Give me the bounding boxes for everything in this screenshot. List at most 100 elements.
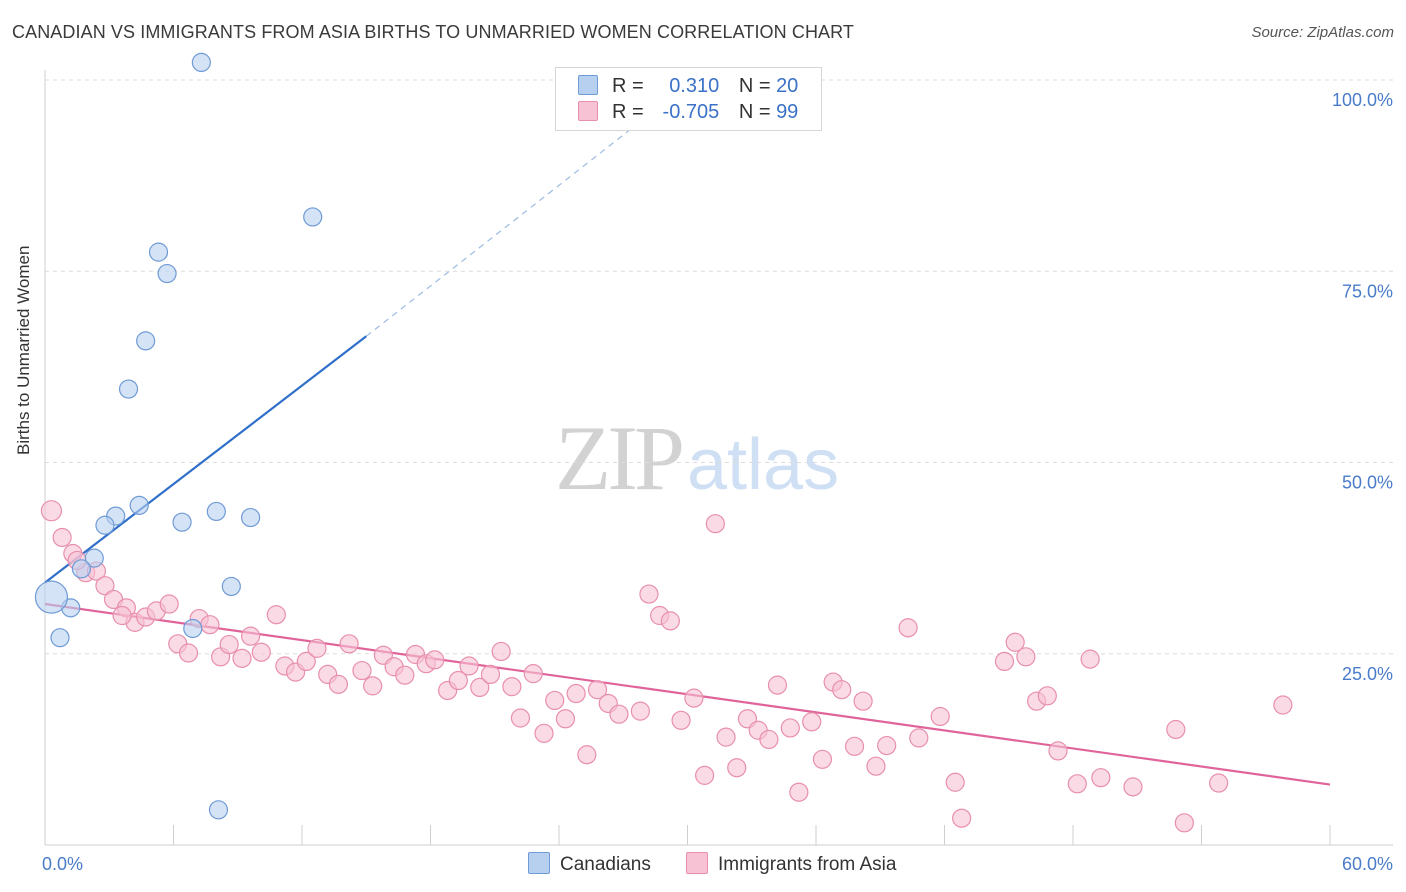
- swatch-pink: [578, 101, 598, 121]
- immigrants-point: [178, 643, 199, 663]
- tick-labels: 100.0% 75.0% 50.0% 25.0% 0.0% 60.0%: [42, 90, 1393, 874]
- canadians-point: [303, 207, 323, 227]
- canadians-point: [34, 580, 69, 614]
- legend-item-canadians[interactable]: Canadians: [528, 852, 651, 876]
- immigrants-point: [1209, 773, 1229, 793]
- immigrants-point: [909, 728, 929, 748]
- canadians-trendline-solid: [44, 335, 367, 584]
- legend-swatch-blue: [528, 852, 550, 874]
- immigrants-point: [853, 691, 873, 711]
- y-tick-label: 100.0%: [1332, 90, 1393, 110]
- immigrants-point: [639, 584, 659, 604]
- immigrants-point: [866, 756, 886, 776]
- immigrants-point: [470, 677, 490, 698]
- n-value: 99: [776, 101, 799, 123]
- canadians-trendline-dashed: [365, 117, 646, 337]
- y-tick-label: 25.0%: [1342, 664, 1393, 684]
- immigrants-point: [232, 648, 252, 668]
- immigrants-point: [241, 626, 261, 646]
- stats-row-canadians: R = 0.310 N = 20: [578, 75, 798, 101]
- immigrants-point: [251, 642, 271, 662]
- x-tick-label: 60.0%: [1342, 854, 1393, 874]
- immigrants-point: [307, 638, 327, 658]
- grid-lines: [45, 79, 1393, 655]
- source-label: Source: ZipAtlas.com: [1251, 24, 1394, 41]
- immigrants-point: [296, 651, 316, 672]
- y-tick-label: 75.0%: [1342, 281, 1393, 301]
- n-value: 20: [776, 75, 799, 97]
- immigrants-point: [759, 729, 779, 750]
- legend-swatch-pink: [686, 852, 708, 874]
- axes: [44, 70, 1393, 846]
- immigrants-point: [1048, 741, 1068, 761]
- immigrants-point: [832, 680, 852, 700]
- immigrants-point: [727, 758, 747, 778]
- immigrants-point: [952, 808, 972, 828]
- immigrants-point: [534, 723, 554, 743]
- immigrants-point: [1080, 649, 1100, 669]
- immigrants-point: [812, 749, 833, 769]
- immigrants-point: [844, 736, 865, 756]
- immigrants-point: [587, 680, 608, 700]
- immigrants-point: [898, 618, 918, 638]
- r-value: -0.705: [662, 101, 720, 123]
- immigrants-point: [159, 594, 179, 614]
- immigrants-point: [328, 674, 349, 694]
- canadians-trendline: [44, 117, 646, 584]
- series-legend: Canadians Immigrants from Asia: [0, 852, 1406, 878]
- n-label: N =: [738, 101, 771, 123]
- chart-title: CANADIAN VS IMMIGRANTS FROM ASIA BIRTHS …: [12, 22, 855, 42]
- legend-label: Immigrants from Asia: [718, 854, 897, 875]
- immigrants-point: [767, 675, 788, 695]
- canadians-point: [50, 628, 70, 648]
- immigrants-point: [219, 634, 239, 655]
- n-label: N =: [738, 75, 771, 97]
- immigrants-point: [930, 706, 950, 727]
- immigrants-point: [716, 727, 736, 747]
- stats-row-immigrants: R = -0.705 N = 99: [578, 101, 798, 127]
- immigrants-point: [52, 527, 72, 548]
- canadians-point: [129, 495, 149, 515]
- immigrants-point: [566, 683, 586, 704]
- immigrants-point: [523, 664, 543, 684]
- immigrants-point: [363, 676, 383, 696]
- immigrants-point: [1067, 774, 1087, 794]
- legend-item-immigrants[interactable]: Immigrants from Asia: [686, 852, 896, 876]
- r-label: R =: [612, 101, 644, 123]
- immigrants-point: [510, 708, 531, 728]
- immigrants-point: [945, 772, 965, 792]
- canadians-point: [191, 52, 211, 73]
- immigrants-point: [994, 651, 1015, 672]
- immigrants-point: [352, 660, 372, 681]
- immigrants-point: [448, 670, 468, 691]
- immigrants-point: [802, 712, 822, 732]
- canadians-point: [206, 501, 226, 522]
- immigrants-point: [480, 664, 501, 685]
- immigrants-point: [395, 665, 415, 685]
- x-tick-label: 0.0%: [42, 854, 83, 874]
- immigrants-point: [671, 710, 691, 730]
- immigrants-point: [339, 634, 359, 654]
- stats-legend: R = 0.310 N = 20 R = -0.705 N = 99: [555, 67, 822, 131]
- canadians-point: [183, 618, 203, 639]
- canadians-points: [34, 52, 323, 820]
- immigrants-point: [95, 576, 115, 596]
- immigrants-point: [877, 735, 897, 756]
- canadians-point: [221, 576, 241, 597]
- immigrants-point: [609, 704, 629, 724]
- immigrants-point: [630, 701, 650, 721]
- immigrants-point: [1174, 813, 1194, 833]
- swatch-blue: [578, 75, 598, 95]
- immigrants-point: [459, 656, 479, 676]
- canadians-point: [208, 800, 229, 820]
- legend-label: Canadians: [560, 854, 651, 875]
- immigrants-point: [425, 650, 445, 670]
- r-label: R =: [612, 75, 644, 97]
- immigrants-point: [577, 745, 597, 765]
- r-value: 0.310: [669, 75, 720, 97]
- canadians-point: [148, 242, 169, 262]
- immigrants-points: [40, 500, 1293, 833]
- canadians-point: [241, 507, 261, 528]
- immigrants-point: [266, 605, 286, 625]
- canadians-point: [157, 263, 177, 284]
